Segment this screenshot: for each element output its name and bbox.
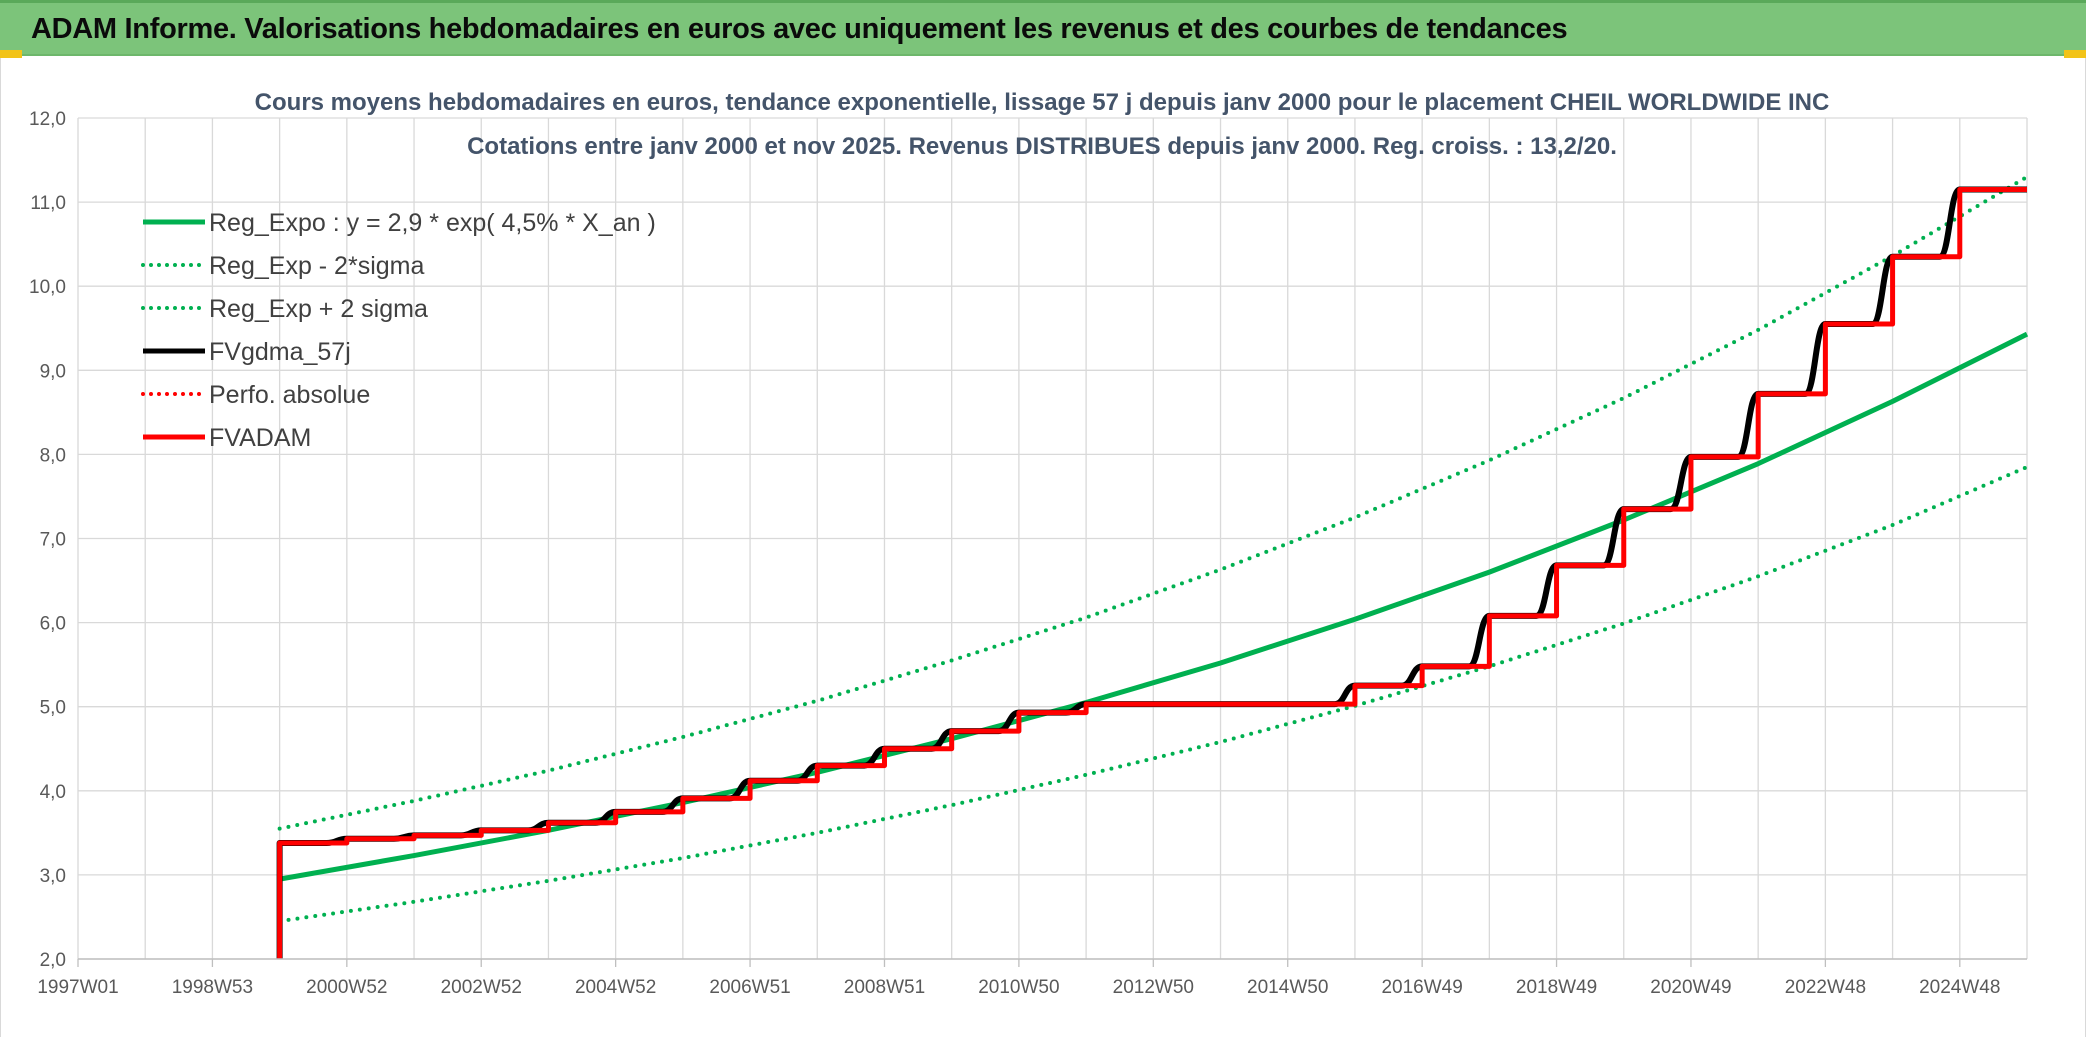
x-tick-label: 2012W50 <box>1113 977 1194 998</box>
y-tick-label: 5,0 <box>40 698 66 719</box>
x-tick-label: 2024W48 <box>1919 977 2000 998</box>
legend-label: Reg_Exp + 2 sigma <box>209 295 428 323</box>
y-tick-label: 10,0 <box>29 277 66 298</box>
x-tick-label: 2000W52 <box>306 977 387 998</box>
x-tick-label: 1997W01 <box>37 977 118 998</box>
chart-title: Cours moyens hebdomadaires en euros, ten… <box>255 89 1830 160</box>
x-tick-label: 2022W48 <box>1785 977 1866 998</box>
corner-marker-left <box>0 50 22 58</box>
chart-title-line-1: Cours moyens hebdomadaires en euros, ten… <box>255 89 1830 116</box>
axis-layer: 2,0 3,0 4,0 5,0 6,0 7,0 8,0 9,0 10,0 11,0 12,0 1997… <box>29 109 2027 998</box>
x-tick-label: 2006W51 <box>709 977 790 998</box>
report-header: ADAM Informe. Valorisations hebdomadaire… <box>0 0 2086 56</box>
legend: Reg_Expo : y = 2,9 * exp( 4,5% * X_an ) R… <box>141 209 656 452</box>
series-layer <box>276 174 2029 959</box>
x-tick-label: 2020W49 <box>1650 977 1731 998</box>
legend-label: Reg_Exp - 2*sigma <box>209 252 424 280</box>
series-1-line <box>277 465 2029 924</box>
legend-label: FVADAM <box>209 424 311 452</box>
legend-label: FVgdma_57j <box>209 338 351 366</box>
legend-label: Reg_Expo : y = 2,9 * exp( 4,5% * X_an ) <box>209 209 656 237</box>
chart-area: 2,0 3,0 4,0 5,0 6,0 7,0 8,0 9,0 10,0 11,0 12,0 1997… <box>0 58 2086 1037</box>
x-tick-label: 2002W52 <box>441 977 522 998</box>
series-2-line <box>277 174 2029 831</box>
y-tick-label: 9,0 <box>40 361 66 382</box>
x-tick-label: 2014W50 <box>1247 977 1328 998</box>
series-5-line <box>277 186 2027 959</box>
grid-layer <box>77 117 2028 960</box>
y-tick-label: 12,0 <box>29 109 66 130</box>
x-tick-label: 2016W49 <box>1381 977 1462 998</box>
y-tick-label: 3,0 <box>40 866 66 887</box>
report-title: ADAM Informe. Valorisations hebdomadaire… <box>31 13 1568 45</box>
x-tick-label: 2018W49 <box>1516 977 1597 998</box>
y-tick-label: 2,0 <box>40 950 66 971</box>
chart-title-line-2: Cotations entre janv 2000 et nov 2025. R… <box>467 133 1617 160</box>
y-tick-label: 8,0 <box>40 445 66 466</box>
x-tick-label: 2010W50 <box>978 977 1059 998</box>
legend-label: Perfo. absolue <box>209 381 370 409</box>
x-tick-label: 1998W53 <box>172 977 253 998</box>
chart-svg: 2,0 3,0 4,0 5,0 6,0 7,0 8,0 9,0 10,0 11,0 12,0 1997… <box>29 89 2029 998</box>
y-tick-label: 6,0 <box>40 614 66 635</box>
corner-marker-right <box>2064 50 2086 58</box>
y-tick-label: 11,0 <box>30 193 66 214</box>
y-tick-label: 7,0 <box>40 530 66 551</box>
y-tick-label: 4,0 <box>40 782 66 803</box>
x-tick-label: 2008W51 <box>844 977 925 998</box>
x-tick-label: 2004W52 <box>575 977 656 998</box>
